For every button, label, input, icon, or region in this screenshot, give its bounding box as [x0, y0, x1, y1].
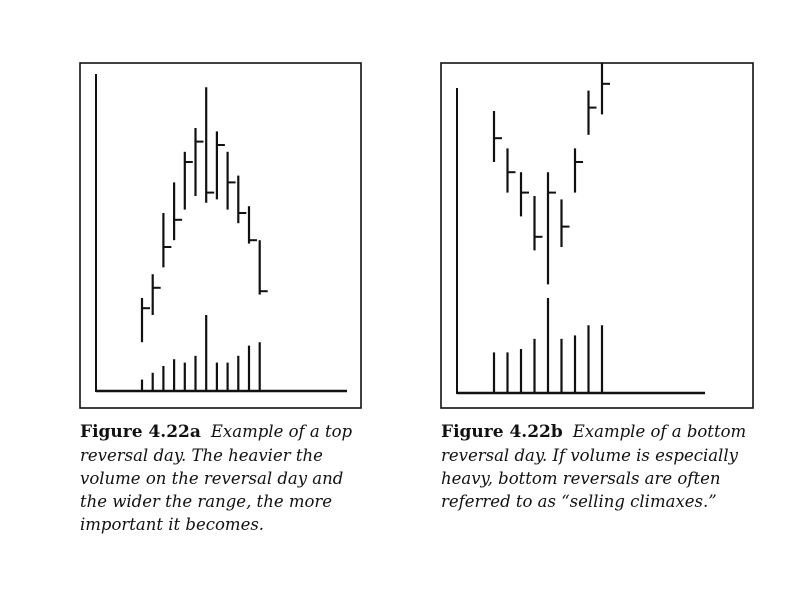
figure-a-label: Figure 4.22a [80, 422, 201, 442]
figure-a-caption-text: Example of a top reversal day. The heavi… [80, 422, 353, 534]
figure-a-frame [79, 62, 362, 409]
figure-4-22b-chart [440, 62, 754, 409]
figure-b-caption-text: Example of a bottom reversal day. If vol… [441, 422, 747, 511]
figure-a-marks [140, 87, 268, 391]
figure-b-caption: Figure 4.22b Example of a bottom reversal… [441, 420, 761, 513]
figure-b-frame [440, 62, 754, 409]
figure-b-label: Figure 4.22b [441, 422, 563, 442]
figure-a-caption: Figure 4.22a Example of a top reversal da… [80, 420, 370, 536]
figure-b-marks [492, 63, 610, 393]
figure-4-22a-chart [79, 62, 362, 409]
